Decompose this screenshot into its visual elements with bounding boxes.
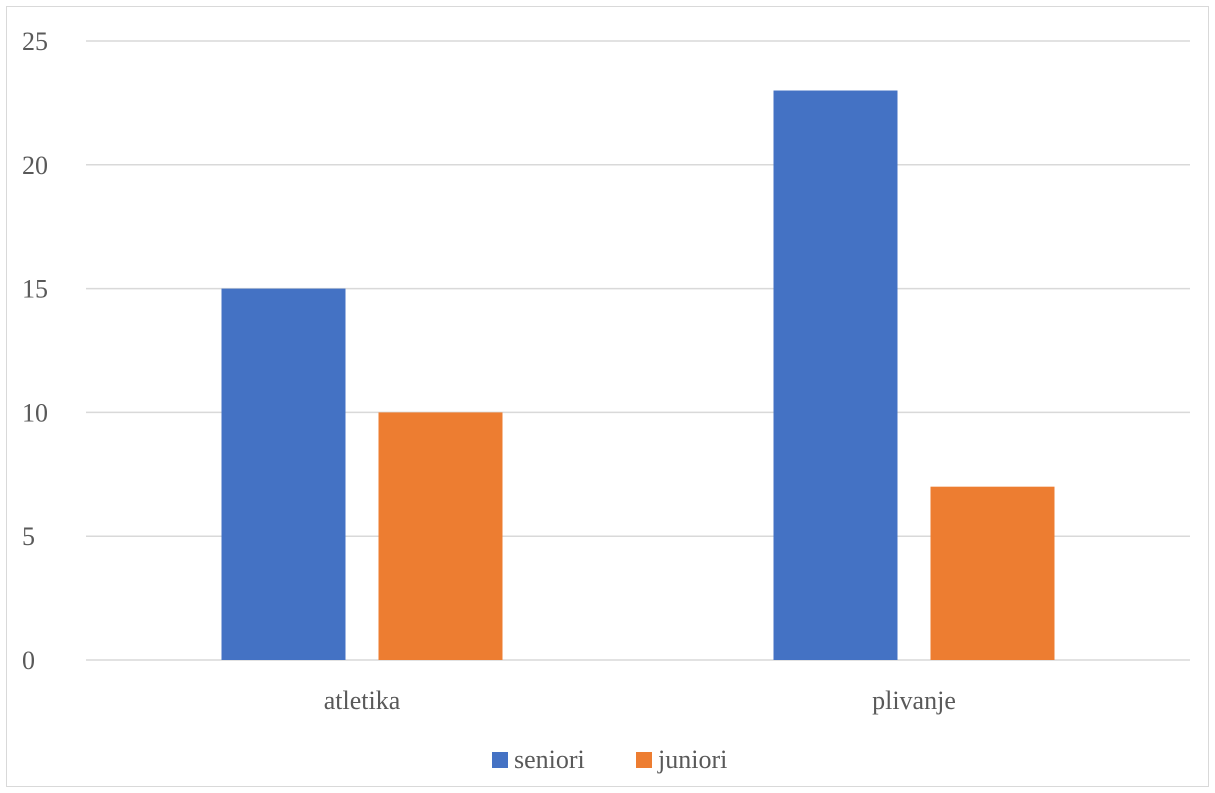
y-tick-label: 25 <box>22 27 48 56</box>
bar-seniori-atletika <box>221 288 346 660</box>
y-tick-label: 10 <box>22 398 48 427</box>
x-axis-labels: atletika plivanje <box>324 686 956 715</box>
y-tick-label: 20 <box>22 151 48 180</box>
legend: seniori juniori <box>492 745 727 774</box>
y-tick-label: 5 <box>22 522 35 551</box>
bar-juniori-plivanje <box>930 486 1055 660</box>
bar-seniori-plivanje <box>773 90 898 660</box>
legend-label-seniori: seniori <box>514 745 585 774</box>
y-tick-label: 0 <box>22 646 35 675</box>
y-tick-label: 15 <box>22 275 48 304</box>
x-category-label: atletika <box>324 686 401 715</box>
bars <box>221 90 1055 660</box>
y-axis-ticks: 0 5 10 15 20 25 <box>22 27 48 675</box>
x-category-label: plivanje <box>872 686 956 715</box>
legend-swatch-juniori <box>636 752 652 768</box>
legend-swatch-seniori <box>492 752 508 768</box>
bar-juniori-atletika <box>378 412 503 660</box>
legend-label-juniori: juniori <box>657 745 727 774</box>
